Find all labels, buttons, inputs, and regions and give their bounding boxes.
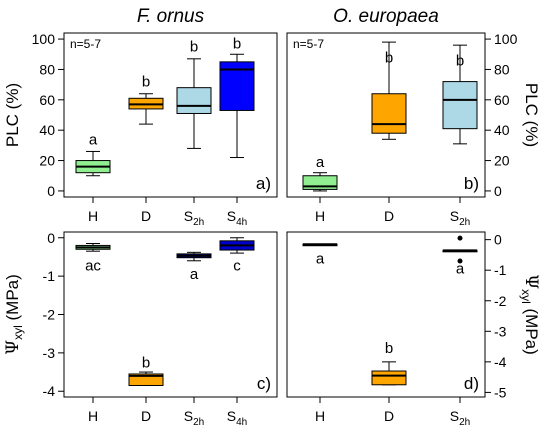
box-S2h: b [442,44,478,145]
y-tick-label: -1 [43,268,56,284]
x-tick-label: H [315,208,325,224]
x-tick-label: S2h [184,208,204,228]
y-tick-label: -1 [494,262,507,278]
panel-tag: c) [257,374,271,393]
significance-letter: b [233,36,241,53]
significance-letter: a [190,266,199,283]
y-tick-label: 0 [47,183,55,199]
significance-letter: b [142,74,150,91]
panel-d: 0 -1 -2 -3 -4 -5 H D S2h Ψxyl (MPa) d) a b a [286,231,541,425]
box-H: a [75,131,111,177]
significance-letter: ac [85,257,101,274]
y-tick-label: 20 [39,153,55,169]
box-S4h: b [219,36,255,159]
significance-letter: c [233,257,241,274]
x-tick-label: H [88,408,98,424]
box-S2h: a [442,235,478,278]
box-D: b [128,354,164,386]
panel-tag: b) [464,174,479,193]
box-S2h: b [176,39,212,149]
significance-letter: b [385,49,393,66]
y-tick-label: -3 [494,323,507,339]
panel-b: 0 20 40 60 80 100 H D S2h O. europaea PLC (%) b) n=5… [286,6,541,228]
y-tick-label: 20 [494,153,510,169]
box-D: b [371,41,407,140]
y-axis-label: PLC (%) [3,83,22,147]
plot-frame [63,32,278,198]
y-tick-label: 60 [39,92,55,108]
panel-a: 0 20 40 60 80 100 H D S2h S4h F. ornus PLC (%) a) n=5… [3,6,278,228]
x-tick-label: H [88,208,98,224]
y-tick-label: -2 [43,307,56,323]
box-iqr [176,87,212,114]
outlier-point [457,258,463,264]
panel-title: F. ornus [137,6,205,27]
y-tick-label: 80 [494,61,510,77]
significance-letter: a [89,131,98,148]
significance-letter: a [316,251,325,268]
plot-frame [286,231,486,398]
box-S4h: c [219,237,255,274]
significance-letter: b [190,39,198,56]
y-tick-label: -2 [494,293,507,309]
x-tick-label: D [384,408,394,424]
panel-tag: d) [464,374,479,393]
y-tick-label: -3 [43,345,56,361]
box-iqr [371,370,407,386]
x-tick-label: S2h [184,408,204,425]
significance-letter: b [142,354,150,371]
x-tick-label: D [384,208,394,224]
plot-frame [286,32,486,198]
sample-size-note: n=5-7 [70,37,101,51]
sample-size-note: n=5-7 [293,37,324,51]
y-axis-label: Ψxyl (MPa) [3,274,25,355]
y-tick-label: 40 [39,122,55,138]
outlier-point [457,235,463,241]
significance-letter: b [385,340,393,357]
box-S2h: a [176,251,212,283]
box-iqr [128,373,164,386]
y-tick-label: -4 [43,383,56,399]
y-tick-label: 100 [494,31,518,47]
x-tick-label: H [315,408,325,424]
y-tick-label: -4 [494,354,507,370]
significance-letter: a [456,261,465,278]
significance-letter: a [316,154,325,171]
y-tick-label: 80 [39,61,55,77]
x-tick-label: S4h [227,408,247,425]
x-tick-label: D [141,408,151,424]
y-axis-label: Ψxyl (MPa) [519,274,541,355]
panel-tag: a) [256,174,271,193]
y-tick-label: 100 [32,31,56,47]
y-tick-label: -5 [494,384,507,400]
x-tick-label: S4h [227,208,247,228]
box-iqr [442,81,478,130]
box-D: b [128,74,164,125]
significance-letter: b [456,52,464,69]
x-tick-label: D [141,208,151,224]
x-tick-label: S2h [450,208,470,228]
box-H: a [302,154,338,192]
y-tick-label: 60 [494,92,510,108]
x-tick-label: S2h [450,408,470,425]
y-tick-label: 0 [47,230,55,246]
box-iqr [371,93,407,134]
box-D: b [371,340,407,386]
y-axis-label: PLC (%) [522,83,541,147]
panel-title: O. europaea [333,6,439,27]
y-tick-label: 0 [494,232,502,248]
box-H: ac [75,243,111,274]
y-tick-label: 40 [494,122,510,138]
y-tick-label: 0 [494,183,502,199]
box-H: a [302,243,338,268]
